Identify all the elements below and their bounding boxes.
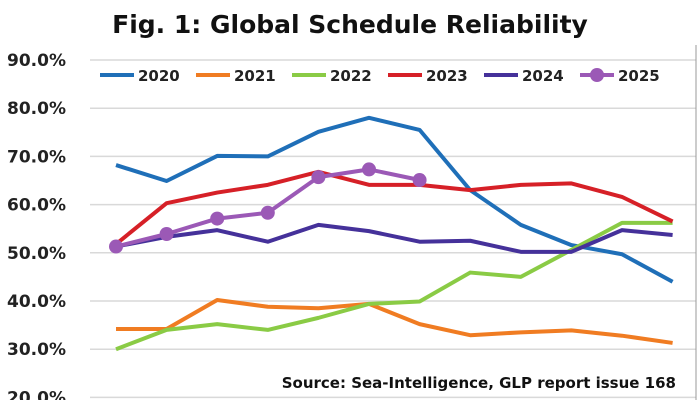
y-tick-label: 60.0% <box>7 196 66 216</box>
series-line-2021 <box>116 298 673 345</box>
data-point-2025 <box>260 205 275 220</box>
data-point-2025 <box>159 227 174 242</box>
series-line-2023 <box>114 169 674 246</box>
series-2021 <box>116 298 673 345</box>
y-tick-label: 40.0% <box>7 292 66 312</box>
legend-label: 2023 <box>426 67 468 85</box>
data-point-2025 <box>362 162 376 177</box>
legend-item-2024: 2024 <box>484 67 564 85</box>
chart-title: Fig. 1: Global Schedule Reliability <box>112 10 588 39</box>
legend-label: 2021 <box>234 67 276 85</box>
legend-label: 2020 <box>138 67 180 85</box>
series-lines <box>109 115 674 352</box>
series-2024 <box>115 222 673 254</box>
legend-item-2023: 2023 <box>388 67 468 85</box>
y-tick-label: 70.0% <box>7 147 66 167</box>
series-2023 <box>114 169 674 246</box>
legend-marker <box>590 68 604 82</box>
data-point-2025 <box>109 239 123 254</box>
y-tick-label: 20.0% <box>7 388 66 400</box>
legend-item-2021: 2021 <box>196 67 276 85</box>
legend: 2020 2021 2022 2023 2024 2025 <box>100 67 660 85</box>
y-tick-label: 30.0% <box>7 340 66 360</box>
y-axis-ticks: 90.0% 80.0% 70.0% 60.0% 50.0% 40.0% 30.0% 20.0% <box>7 51 66 400</box>
data-point-2025 <box>412 173 427 188</box>
series-line-2020 <box>115 115 674 284</box>
legend-item-2020: 2020 <box>100 67 180 85</box>
y-tick-label: 90.0% <box>7 51 66 71</box>
series-2025 <box>109 162 427 254</box>
legend-label: 2024 <box>522 67 564 85</box>
series-line-2022 <box>115 220 673 352</box>
data-point-2025 <box>311 170 326 185</box>
legend-item-2022: 2022 <box>292 67 372 85</box>
series-2020 <box>115 115 674 284</box>
series-2022 <box>115 220 673 352</box>
y-tick-label: 80.0% <box>7 99 66 119</box>
data-point-2025 <box>210 211 225 226</box>
legend-label: 2025 <box>618 67 660 85</box>
source-annotation: Source: Sea-Intelligence, GLP report iss… <box>282 374 676 392</box>
legend-item-2025: 2025 <box>580 67 660 85</box>
y-tick-label: 50.0% <box>7 244 66 264</box>
legend-label: 2022 <box>330 67 372 85</box>
series-line-2024 <box>115 222 673 254</box>
